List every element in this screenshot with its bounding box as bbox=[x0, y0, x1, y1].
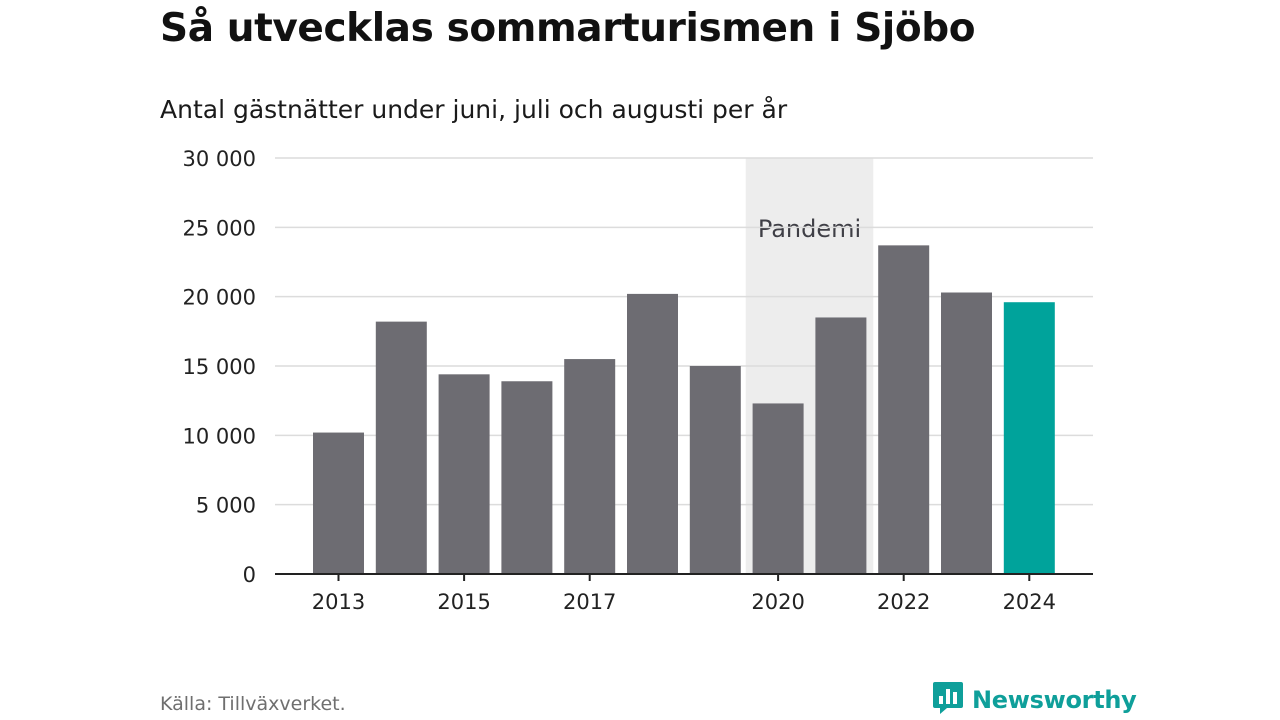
y-tick-label: 30 000 bbox=[183, 147, 256, 171]
bar-2021 bbox=[815, 317, 867, 574]
bar-2024 bbox=[1003, 302, 1055, 574]
x-tick-label: 2017 bbox=[563, 590, 616, 614]
y-tick-label: 20 000 bbox=[183, 286, 256, 310]
chart-title: Så utvecklas sommarturismen i Sjöbo bbox=[160, 6, 976, 51]
axis-layer: 2013 2015 2017 2020 2022 2024 bbox=[275, 573, 1093, 614]
chart-subtitle: Antal gästnätter under juni, juli och au… bbox=[160, 95, 788, 124]
y-tick-label: 25 000 bbox=[183, 216, 256, 240]
bar-2016 bbox=[501, 381, 553, 574]
x-tick-label: 2022 bbox=[877, 590, 930, 614]
bar-2020 bbox=[752, 403, 804, 574]
brand-name: Newsworthy bbox=[972, 686, 1137, 714]
x-tick-label: 2024 bbox=[1003, 590, 1056, 614]
bar-layer bbox=[313, 245, 1055, 575]
x-tick-label: 2020 bbox=[751, 590, 804, 614]
brand-logo: Newsworthy bbox=[932, 681, 1137, 719]
y-tick-label: 0 bbox=[243, 563, 256, 587]
bar-2023 bbox=[941, 292, 992, 574]
bar-2017 bbox=[564, 359, 616, 574]
source-note: Källa: Tillväxverket. bbox=[160, 693, 346, 715]
y-tick-label: 5 000 bbox=[196, 494, 256, 518]
bar-2019 bbox=[689, 366, 741, 574]
bar-2014 bbox=[375, 321, 427, 574]
bar-2015 bbox=[438, 374, 490, 574]
bar-2022 bbox=[878, 245, 930, 575]
newsworthy-logo-icon bbox=[932, 681, 964, 719]
pandemic-label: Pandemi bbox=[758, 215, 861, 243]
bar-2013 bbox=[313, 432, 364, 574]
bar-2018 bbox=[627, 293, 678, 574]
x-tick-label: 2015 bbox=[437, 590, 490, 614]
y-tick-label: 15 000 bbox=[183, 355, 256, 379]
x-tick-label: 2013 bbox=[312, 590, 365, 614]
y-tick-label: 10 000 bbox=[183, 424, 256, 448]
